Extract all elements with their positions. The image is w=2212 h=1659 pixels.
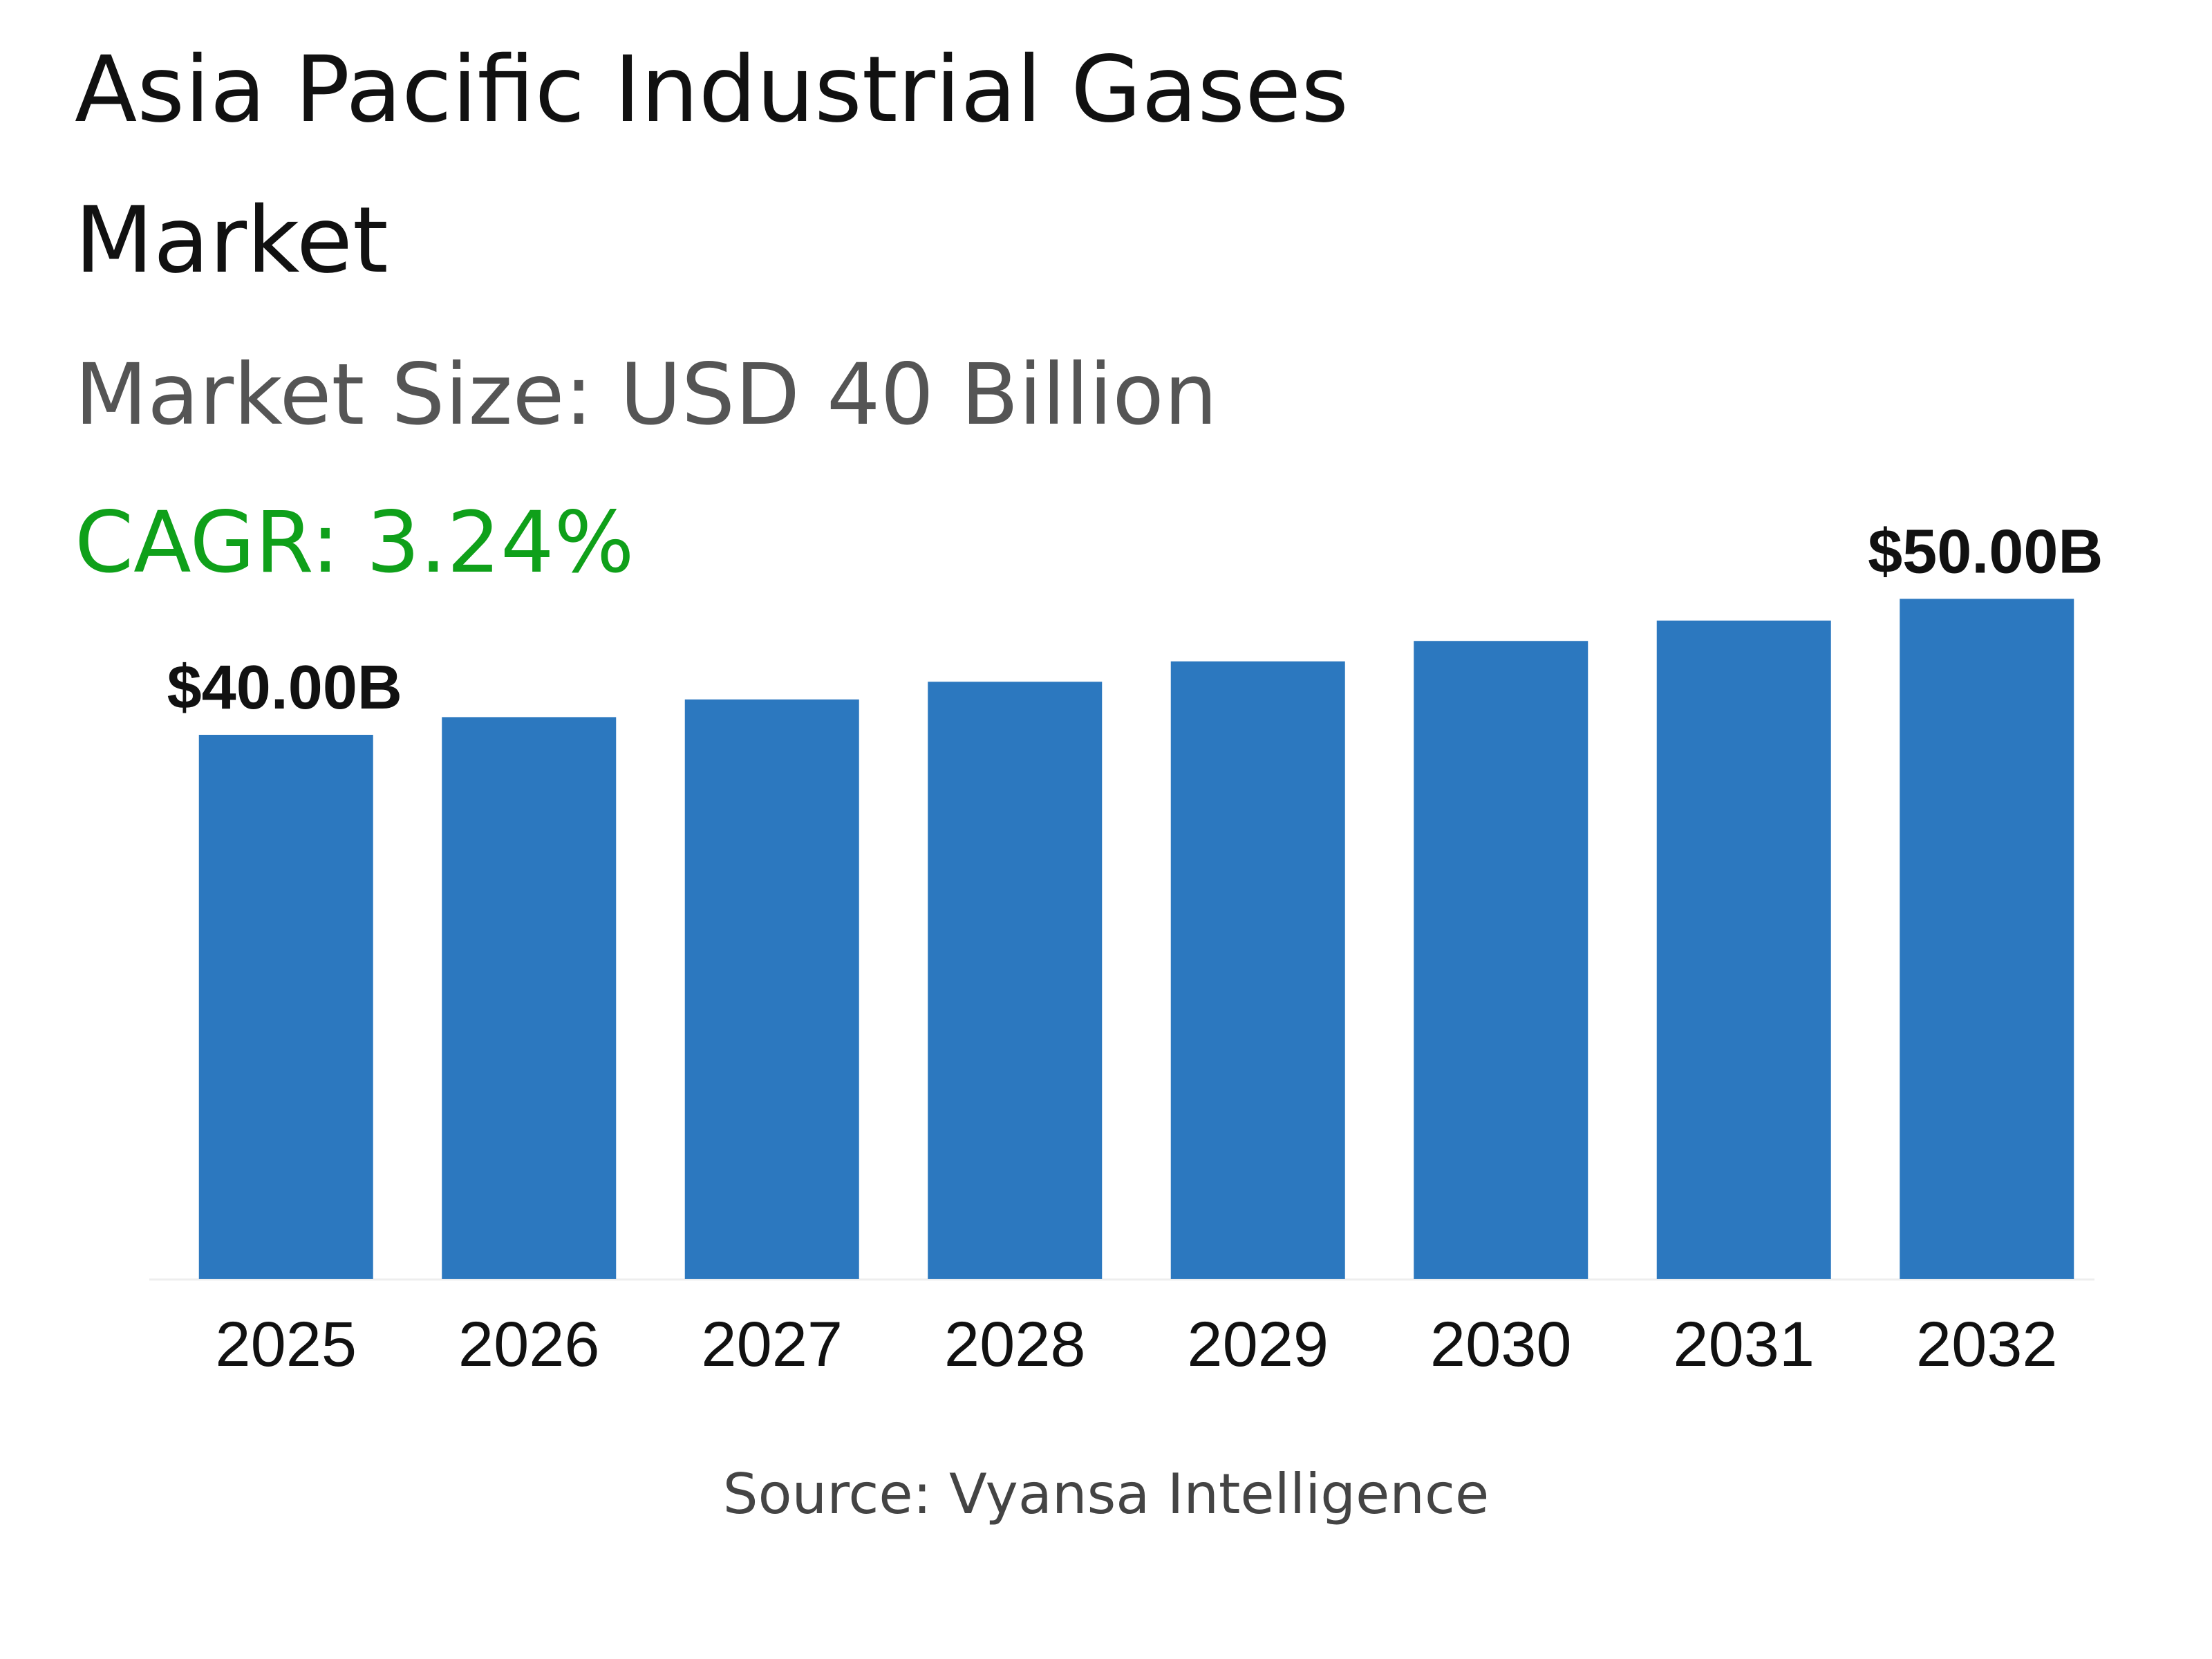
x-tick-label-2029: 2029: [1187, 1309, 1329, 1380]
chart-title-line-2: Market: [75, 187, 388, 294]
data-labels-layer: $40.00B $50.00B: [167, 517, 2103, 722]
bars-layer: [198, 599, 2074, 1279]
x-tick-label-2028: 2028: [944, 1309, 1086, 1380]
chart-title-line-1: Asia Pacific Industrial Gases: [75, 37, 1349, 143]
bar-2030: [1414, 641, 1588, 1279]
x-tick-label-2031: 2031: [1673, 1309, 1815, 1380]
bar-2029: [1170, 661, 1345, 1279]
x-tick-label-2026: 2026: [458, 1309, 600, 1380]
x-tick-label-2030: 2030: [1430, 1309, 1572, 1380]
bar-2028: [928, 682, 1103, 1279]
bar-2025: [198, 735, 373, 1279]
x-tick-label-2027: 2027: [701, 1309, 843, 1380]
x-tick-label-2032: 2032: [1916, 1309, 2058, 1380]
bar-2027: [684, 699, 859, 1279]
bar-2031: [1656, 620, 1831, 1279]
data-label-2025: $40.00B: [167, 653, 402, 722]
bar-2032: [1900, 599, 2074, 1279]
cagr-subtitle: CAGR: 3.24%: [75, 494, 635, 592]
market-size-subtitle: Market Size: USD 40 Billion: [75, 346, 1218, 444]
source-note: Source: Vyansa Intelligence: [722, 1462, 1490, 1526]
bar-2026: [442, 717, 617, 1279]
data-label-2032: $50.00B: [1868, 517, 2103, 586]
x-axis-ticks-layer: 2025 2026 2027 2028 2029 2030 2031 2032: [215, 1309, 2057, 1380]
x-tick-label-2025: 2025: [215, 1309, 357, 1380]
